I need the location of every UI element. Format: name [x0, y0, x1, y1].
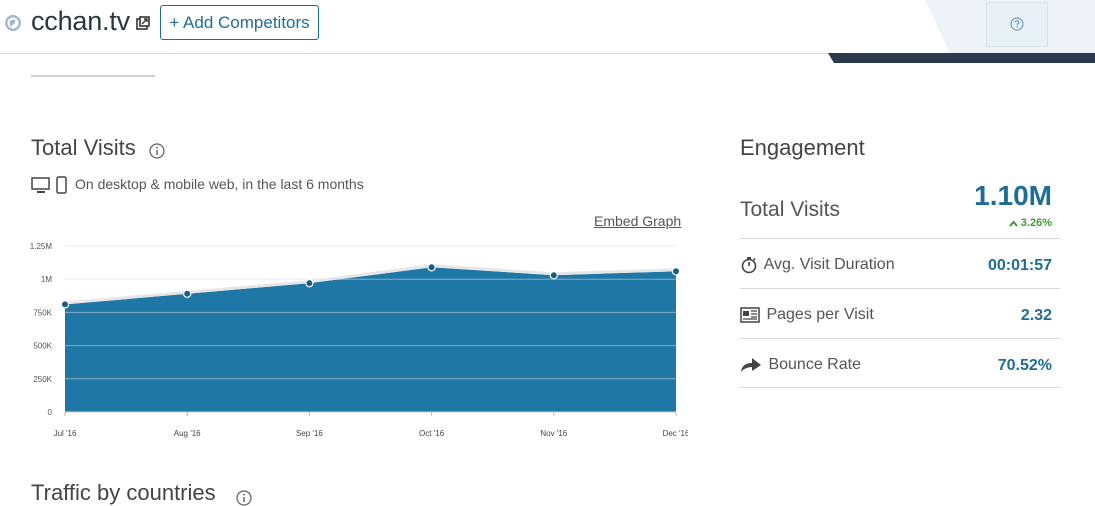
- visits-line: [64, 264, 677, 305]
- avg-visit-duration-label: Avg. Visit Duration: [763, 256, 895, 274]
- y-tick-label: 1M: [41, 275, 52, 284]
- external-link-icon[interactable]: [136, 16, 150, 30]
- data-point: [549, 271, 559, 280]
- stopwatch-icon: [741, 257, 757, 274]
- desktop-mobile-icon: [31, 176, 67, 194]
- engagement-title: Engagement: [740, 135, 865, 160]
- x-tick-label: Nov '16: [540, 429, 567, 438]
- add-competitors-button[interactable]: + Add Competitors: [160, 5, 319, 40]
- data-point: [60, 300, 70, 309]
- traffic-by-countries-title: Traffic by countries: [31, 480, 216, 505]
- total-visits-change: 3.26%: [960, 217, 1052, 229]
- bounce-rate-label: Bounce Rate: [768, 356, 861, 373]
- x-tick-label: Sep '16: [296, 429, 323, 438]
- engagement-total-visits-value: 1.10M: [974, 180, 1052, 211]
- data-point: [305, 278, 314, 288]
- x-tick-label: Oct '16: [419, 429, 445, 438]
- y-tick-label: 0: [48, 408, 53, 417]
- total-visits-change-value: 3.26%: [1020, 217, 1052, 229]
- data-point: [671, 267, 681, 276]
- y-tick-label: 750K: [33, 308, 52, 317]
- y-tick-label: 250K: [33, 375, 52, 384]
- x-tick-label: Dec '16: [663, 429, 688, 438]
- help-button[interactable]: [986, 2, 1048, 47]
- avg-visit-duration-row: Avg. Visit Duration: [740, 256, 895, 274]
- avg-visit-duration-value: 00:01:57: [987, 257, 1052, 274]
- row-divider: [740, 288, 1060, 289]
- y-tick-label: 1.25M: [30, 242, 53, 251]
- embed-graph-link[interactable]: Embed Graph: [594, 213, 682, 229]
- total-visits-title: Total Visits: [31, 135, 136, 160]
- visits-area: [65, 267, 676, 412]
- pages-icon: [740, 307, 760, 323]
- question-circle-icon: [1010, 17, 1024, 31]
- info-icon[interactable]: [236, 490, 252, 506]
- row-divider: [740, 238, 1060, 239]
- arrow-up-icon: [1008, 220, 1018, 227]
- engagement-total-visits-label: Total Visits: [740, 198, 840, 221]
- header-dark-band: [828, 53, 1095, 63]
- tab-underline: [31, 75, 155, 77]
- bounce-arrow-icon: [741, 357, 761, 372]
- total-visits-subtitle: On desktop & mobile web, in the last 6 m…: [75, 176, 364, 192]
- pages-per-visit-label: Pages per Visit: [766, 306, 874, 323]
- row-divider: [740, 387, 1060, 388]
- pages-per-visit-value: 2.32: [1020, 307, 1052, 324]
- pages-per-visit-row: Pages per Visit: [740, 306, 874, 324]
- top-header: cchan.tv + Add Competitors: [0, 0, 1095, 54]
- row-divider: [740, 338, 1060, 339]
- site-title: cchan.tv: [31, 6, 130, 36]
- bounce-rate-value: 70.52%: [997, 357, 1052, 374]
- x-tick-label: Aug '16: [174, 429, 201, 438]
- x-tick-label: Jul '16: [54, 429, 77, 438]
- globe-icon: [5, 15, 21, 31]
- data-point: [182, 289, 192, 299]
- data-point: [427, 263, 436, 272]
- info-icon[interactable]: [149, 143, 165, 159]
- y-tick-label: 500K: [33, 342, 52, 351]
- total-visits-chart: 0 250K 500K 750K 1M 1.25M Jul '16 Aug '16 Sep '1…: [30, 242, 688, 438]
- bounce-rate-row: Bounce Rate: [740, 356, 861, 374]
